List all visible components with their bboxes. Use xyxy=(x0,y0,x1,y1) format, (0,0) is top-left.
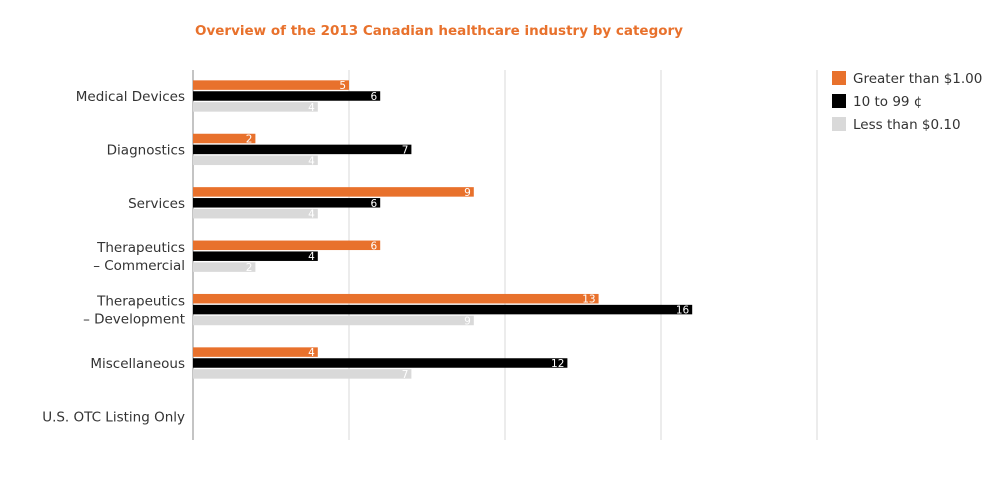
bar xyxy=(193,315,474,326)
category-label: – Development xyxy=(83,312,185,328)
category-label: Therapeutics xyxy=(96,294,185,310)
bar xyxy=(193,155,318,166)
data-label: 9 xyxy=(464,316,471,328)
legend: Greater than $1.00 10 to 99 ¢ Less than $0… xyxy=(832,71,982,133)
category-label: Therapeutics xyxy=(96,240,185,256)
category-label: Services xyxy=(128,196,185,212)
data-label: 4 xyxy=(308,251,315,263)
bar xyxy=(193,251,318,261)
data-label: 6 xyxy=(371,198,378,210)
bar xyxy=(193,187,474,197)
bar xyxy=(193,358,568,368)
category-label: Miscellaneous xyxy=(90,356,185,372)
bar xyxy=(193,133,256,144)
data-label: 5 xyxy=(339,80,346,92)
legend-label: Greater than $1.00 xyxy=(853,71,982,87)
category-label: Diagnostics xyxy=(107,142,185,158)
bars: 5 6 4 2 7 4 9 6 4 6 4 2 13 16 9 4 12 7 xyxy=(193,80,693,381)
category-labels: Medical Devices Diagnostics Services Therap… xyxy=(42,89,185,425)
category-label: U.S. OTC Listing Only xyxy=(42,409,185,425)
data-label: 2 xyxy=(246,134,253,146)
legend-label: Less than $0.10 xyxy=(853,117,961,133)
data-label: 4 xyxy=(308,209,315,221)
legend-swatch xyxy=(832,94,846,108)
data-label: 2 xyxy=(246,262,253,274)
bar xyxy=(193,347,318,357)
bar xyxy=(193,80,349,90)
category-label: – Commercial xyxy=(93,258,185,274)
bar xyxy=(193,144,412,155)
chart-title: Overview of the 2013 Canadian healthcare… xyxy=(195,23,683,39)
bar xyxy=(193,91,381,101)
data-label: 12 xyxy=(551,358,564,370)
legend-swatch xyxy=(832,71,846,85)
data-label: 4 xyxy=(308,102,315,114)
bar xyxy=(193,240,381,251)
data-label: 7 xyxy=(402,144,409,156)
category-label: Medical Devices xyxy=(76,89,185,105)
data-label: 16 xyxy=(676,305,690,317)
bar xyxy=(193,102,318,112)
legend-swatch xyxy=(832,117,846,131)
data-label: 13 xyxy=(582,294,595,306)
data-label: 9 xyxy=(464,187,471,199)
bar xyxy=(193,208,318,219)
data-label: 7 xyxy=(402,369,409,381)
bar xyxy=(193,262,256,272)
bar xyxy=(193,304,693,315)
data-label: 6 xyxy=(371,91,378,103)
data-label: 4 xyxy=(308,347,315,359)
data-label: 4 xyxy=(308,155,315,167)
legend-label: 10 to 99 ¢ xyxy=(853,94,922,110)
bar xyxy=(193,369,412,379)
bar xyxy=(193,293,599,304)
data-label: 6 xyxy=(371,240,378,252)
bar xyxy=(193,198,381,208)
